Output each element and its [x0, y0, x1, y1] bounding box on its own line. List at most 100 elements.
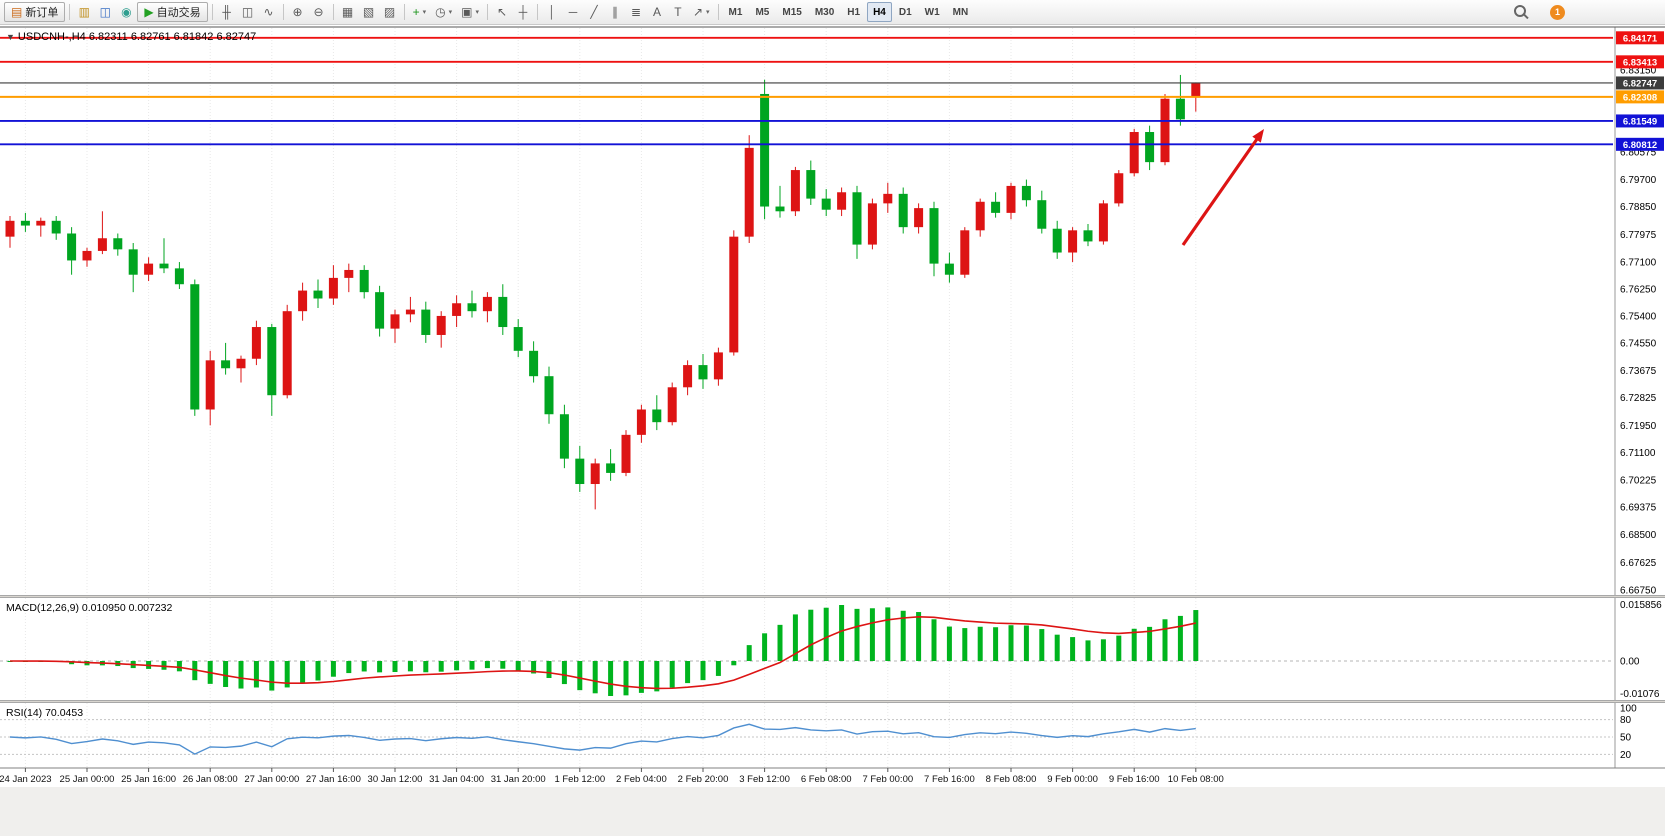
fibonacci-tool-button[interactable]: ≣ — [626, 2, 646, 22]
template-button[interactable]: ▣ ▾ — [457, 2, 483, 22]
zoom-out-button[interactable]: ⊖ — [309, 2, 329, 22]
trendline-tool-icon: ╱ — [590, 5, 598, 19]
svg-text:26 Jan 08:00: 26 Jan 08:00 — [183, 774, 238, 785]
notification-badge[interactable]: 1 — [1550, 4, 1565, 20]
price-line-badge — [1616, 90, 1664, 104]
svg-text:6.69375: 6.69375 — [1620, 503, 1657, 514]
horizontal-line-tool-button[interactable]: ─ — [563, 2, 583, 22]
toolbar-right-group: 1 — [1512, 3, 1565, 21]
zoom-in-button[interactable]: ⊕ — [288, 2, 308, 22]
price-line-badge — [1616, 137, 1664, 151]
macd-signal-line — [9, 616, 1196, 690]
text-tool-button[interactable]: A — [647, 2, 667, 22]
label-tool-button[interactable]: T — [668, 2, 688, 22]
svg-text:6.78850: 6.78850 — [1620, 202, 1657, 213]
shapes-tool-button[interactable]: ↗ ▾ — [689, 2, 714, 22]
period-selector-icon: ◷ — [435, 5, 446, 19]
rsi-line — [9, 723, 1196, 755]
dropdown-caret-icon: ▾ — [475, 9, 479, 16]
panel-separator[interactable] — [0, 700, 1665, 703]
svg-text:6.80812: 6.80812 — [1623, 140, 1657, 151]
macd-histogram — [7, 605, 1199, 696]
vertical-line-tool-button[interactable]: │ — [542, 2, 562, 22]
price-scale[interactable]: 6.83150 6.80575 6.79700 6.78850 6.77975 6.771… — [1614, 27, 1657, 768]
timeframe-d1-button[interactable]: D1 — [893, 2, 918, 22]
svg-text:2 Feb 04:00: 2 Feb 04:00 — [616, 774, 667, 785]
arrange-windows-button[interactable]: ▨ — [380, 2, 400, 22]
period-selector-button[interactable]: ◷ ▾ — [431, 2, 456, 22]
price-line-badge — [1616, 76, 1664, 90]
trend-arrow[interactable] — [1181, 129, 1264, 246]
svg-text:6.84171: 6.84171 — [1623, 33, 1658, 44]
svg-text:1 Feb 12:00: 1 Feb 12:00 — [554, 774, 605, 785]
terminal-button[interactable]: ◉ — [116, 2, 136, 22]
horizontal-lines[interactable]: 6.84171 6.83413 6.82747 6.82308 6.81549 6.808… — [0, 31, 1664, 151]
price-line-badge — [1616, 55, 1664, 69]
svg-text:0.00: 0.00 — [1620, 657, 1640, 668]
auto-trading-label: 自动交易 — [156, 7, 201, 19]
price-line-badge — [1616, 114, 1664, 128]
svg-text:30 Jan 12:00: 30 Jan 12:00 — [368, 774, 423, 785]
tile-windows-icon: ▦ — [341, 5, 354, 19]
bottom-strip — [0, 787, 1665, 836]
panel-separator[interactable] — [0, 595, 1665, 598]
auto-trading-button[interactable]: ▶ 自动交易 — [137, 2, 208, 22]
search-icon[interactable] — [1512, 3, 1540, 21]
svg-text:6.75400: 6.75400 — [1620, 311, 1657, 322]
market-watch-icon: ▥ — [78, 5, 91, 19]
svg-text:25 Jan 00:00: 25 Jan 00:00 — [60, 774, 115, 785]
timeframe-mn-button[interactable]: MN — [947, 2, 975, 22]
line-chart-icon: ∿ — [263, 5, 274, 19]
toolbar-separator — [69, 4, 71, 20]
timeframe-w1-button[interactable]: W1 — [919, 2, 946, 22]
dropdown-caret-icon: ▾ — [422, 9, 427, 16]
timeframe-m5-button[interactable]: M5 — [749, 2, 775, 22]
svg-text:6.83150: 6.83150 — [1620, 66, 1657, 77]
cascade-windows-button[interactable]: ▧ — [359, 2, 379, 22]
candlestick-chart-button[interactable]: ◫ — [238, 2, 258, 22]
svg-text:6.77100: 6.77100 — [1620, 258, 1657, 269]
toolbar-separator — [211, 4, 213, 20]
bar-chart-icon: ╫ — [222, 5, 231, 19]
svg-text:6 Feb 08:00: 6 Feb 08:00 — [801, 774, 852, 785]
timeframe-h4-button[interactable]: H4 — [867, 2, 892, 22]
toolbar: ▤ 新订单 ▥ ◫ ◉ ▶ 自动交易 ╫ ◫ ∿ ⊕ ⊖ ▦ ▧ ▨ + ▾ ◷ ▾ ▣ ▾ ↖ ┼ │ ─ ╱ ∥ ≣ A T ↗ ▾ M1 M… — [0, 0, 1665, 25]
shapes-tool-icon: ↗ — [692, 5, 704, 19]
line-chart-button[interactable]: ∿ — [259, 2, 279, 22]
svg-text:6.68500: 6.68500 — [1620, 530, 1657, 541]
new-order-button[interactable]: ▤ 新订单 — [4, 2, 66, 22]
text-tool-icon: A — [652, 5, 661, 19]
timeframe-m15-button[interactable]: M15 — [776, 2, 807, 22]
svg-text:6.83413: 6.83413 — [1623, 57, 1657, 68]
svg-text:6.72825: 6.72825 — [1620, 393, 1657, 404]
arrange-windows-icon: ▨ — [383, 5, 396, 19]
new-chart-button[interactable]: + ▾ — [409, 2, 431, 22]
timeframe-m30-button[interactable]: M30 — [809, 2, 840, 22]
chart-area[interactable]: 6.83150 6.80575 6.79700 6.78850 6.77975 6.771… — [0, 25, 1665, 836]
market-watch-button[interactable]: ▥ — [74, 2, 94, 22]
chart-background — [0, 25, 1665, 787]
svg-text:80: 80 — [1620, 715, 1632, 726]
svg-text:6.81549: 6.81549 — [1623, 116, 1657, 127]
svg-text:50: 50 — [1620, 733, 1632, 744]
tile-windows-button[interactable]: ▦ — [338, 2, 358, 22]
chart-canvas[interactable]: 6.83150 6.80575 6.79700 6.78850 6.77975 6.771… — [0, 25, 1665, 836]
bar-chart-button[interactable]: ╫ — [217, 2, 237, 22]
svg-text:3 Feb 12:00: 3 Feb 12:00 — [739, 774, 790, 785]
navigator-button[interactable]: ◫ — [95, 2, 115, 22]
magnifier-handle — [1522, 12, 1529, 20]
crosshair-button[interactable]: ┼ — [513, 2, 533, 22]
svg-text:6.73675: 6.73675 — [1620, 366, 1657, 377]
cascade-windows-icon: ▧ — [362, 5, 375, 19]
trendline-tool-button[interactable]: ╱ — [584, 2, 604, 22]
svg-text:6.71950: 6.71950 — [1620, 421, 1657, 432]
cursor-button[interactable]: ↖ — [492, 2, 512, 22]
channel-tool-button[interactable]: ∥ — [605, 2, 625, 22]
time-scale[interactable]: 24 Jan 2023 25 Jan 00:00 25 Jan 16:00 26 Ja… — [0, 768, 1224, 785]
timeframe-h1-button[interactable]: H1 — [841, 2, 866, 22]
channel-tool-icon: ∥ — [611, 5, 618, 19]
svg-text:6.71100: 6.71100 — [1620, 448, 1656, 459]
timeframe-m1-button[interactable]: M1 — [723, 2, 749, 22]
toolbar-separator — [536, 4, 538, 20]
